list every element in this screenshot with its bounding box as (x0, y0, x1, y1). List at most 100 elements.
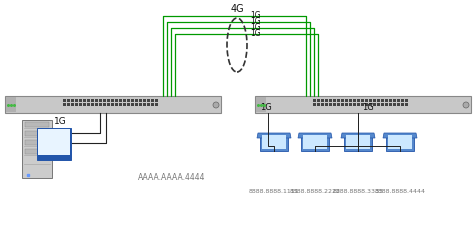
Bar (373, 103, 376, 106)
Bar (71, 99, 74, 102)
Bar (303, 135, 327, 149)
Bar (361, 99, 364, 102)
Bar (385, 99, 388, 102)
Bar (329, 103, 332, 106)
Bar (67, 99, 70, 102)
Circle shape (213, 102, 219, 108)
Bar (83, 103, 86, 106)
Bar (63, 99, 66, 102)
Bar (123, 99, 126, 102)
Bar (127, 103, 130, 106)
Bar (389, 103, 392, 106)
Text: 8888.8888.3333: 8888.8888.3333 (332, 189, 383, 194)
Bar (256, 97, 266, 112)
Bar (389, 99, 392, 102)
Bar (260, 133, 288, 151)
Bar (365, 99, 368, 102)
Bar (127, 99, 130, 102)
Bar (317, 99, 320, 102)
Bar (397, 103, 400, 106)
Bar (143, 103, 146, 106)
Bar (369, 103, 372, 106)
Bar (139, 103, 142, 106)
Bar (401, 103, 404, 106)
Bar (377, 103, 380, 106)
Bar (381, 99, 384, 102)
Bar (155, 99, 158, 102)
Bar (5, 96, 221, 113)
Bar (71, 103, 74, 106)
Bar (373, 99, 376, 102)
Bar (325, 99, 328, 102)
Bar (107, 103, 110, 106)
Bar (353, 103, 356, 106)
Bar (337, 99, 340, 102)
Bar (87, 99, 90, 102)
Text: 1G: 1G (250, 18, 261, 27)
Text: 1G: 1G (362, 104, 374, 112)
Text: 8888.8888.2222: 8888.8888.2222 (290, 189, 340, 194)
Bar (325, 103, 328, 106)
Bar (361, 103, 364, 106)
Bar (91, 103, 94, 106)
Bar (111, 103, 114, 106)
Bar (401, 99, 404, 102)
Bar (79, 103, 82, 106)
Bar (25, 122, 49, 127)
Text: 8888.8888.4444: 8888.8888.4444 (374, 189, 426, 194)
Bar (135, 99, 138, 102)
Bar (388, 135, 412, 149)
Bar (341, 103, 344, 106)
Bar (337, 103, 340, 106)
Bar (75, 103, 78, 106)
Bar (345, 103, 348, 106)
Text: 1G: 1G (250, 29, 261, 38)
Bar (405, 103, 408, 106)
Bar (329, 99, 332, 102)
Bar (397, 99, 400, 102)
Bar (111, 99, 114, 102)
Bar (95, 103, 98, 106)
Bar (107, 99, 110, 102)
Bar (341, 99, 344, 102)
Bar (119, 103, 122, 106)
Text: 1G: 1G (250, 11, 261, 20)
Bar (115, 103, 118, 106)
Text: 4G: 4G (230, 4, 244, 14)
Bar (6, 97, 16, 112)
Bar (349, 99, 352, 102)
Bar (349, 103, 352, 106)
Bar (346, 135, 370, 149)
Bar (37, 128, 71, 160)
Circle shape (463, 102, 469, 108)
Bar (147, 99, 150, 102)
Bar (67, 103, 70, 106)
Bar (139, 99, 142, 102)
Bar (333, 103, 336, 106)
Bar (405, 99, 408, 102)
Bar (353, 99, 356, 102)
Bar (131, 103, 134, 106)
Bar (151, 103, 154, 106)
Bar (345, 99, 348, 102)
Text: 8888.8888.1111: 8888.8888.1111 (249, 189, 299, 194)
Bar (344, 133, 372, 151)
Bar (123, 103, 126, 106)
Bar (103, 99, 106, 102)
Text: 1G: 1G (260, 104, 272, 112)
Bar (131, 99, 134, 102)
Bar (369, 99, 372, 102)
Bar (386, 133, 414, 151)
Bar (143, 99, 146, 102)
Bar (151, 99, 154, 102)
Bar (393, 99, 396, 102)
Bar (357, 103, 360, 106)
Bar (79, 99, 82, 102)
Bar (22, 120, 52, 178)
Bar (38, 129, 70, 155)
Polygon shape (341, 133, 375, 138)
Polygon shape (298, 133, 332, 138)
Bar (119, 99, 122, 102)
Polygon shape (383, 133, 417, 138)
Bar (321, 103, 324, 106)
